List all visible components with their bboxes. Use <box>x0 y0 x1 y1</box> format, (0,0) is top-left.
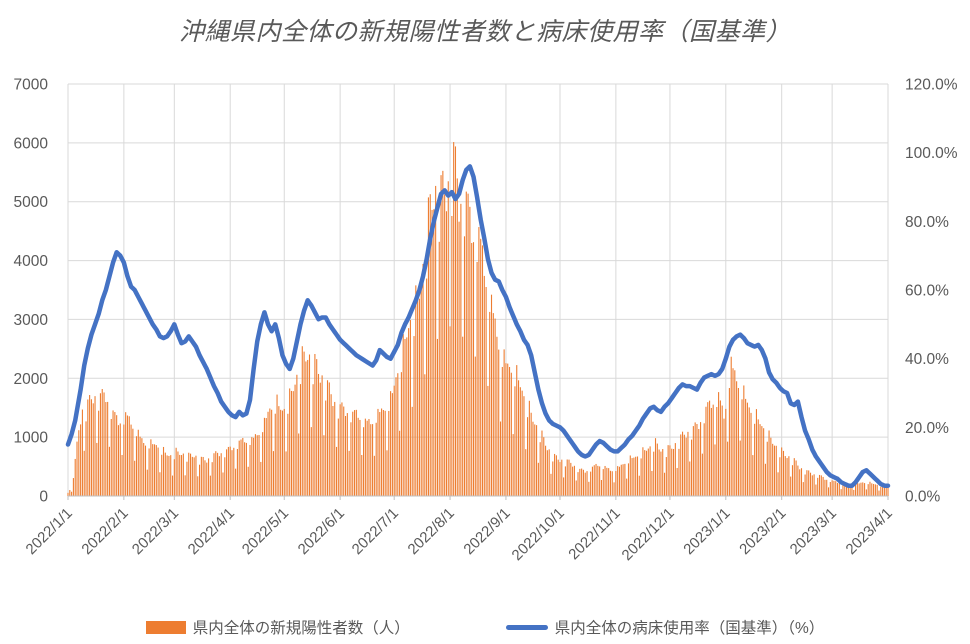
x-axis-tick-label: 2022/3/1 <box>129 505 182 558</box>
x-axis-tick-label: 2022/11/1 <box>565 505 623 563</box>
x-axis-tick-label: 2022/12/1 <box>619 505 678 564</box>
cases-bars <box>67 142 889 497</box>
x-axis-tick-label: 2022/6/1 <box>295 505 348 558</box>
x-axis-tick-label: 2022/8/1 <box>405 505 458 558</box>
h-gridlines <box>68 83 888 497</box>
chart-legend: 県内全体の新規陽性者数（人） 県内全体の病床使用率（国基準）（%） <box>0 616 970 638</box>
combo-chart: 0 1000 2000 3000 4000 5000 6000 7000 0.0% 20.0% 40… <box>14 77 958 565</box>
legend-line-swatch <box>505 624 548 630</box>
right-axis-tick-label: 80.0% <box>905 214 949 231</box>
x-axis-tick-label: 2023/3/1 <box>787 505 840 558</box>
right-axis-tick-label: 60.0% <box>905 283 949 300</box>
x-axis-tick-label: 2023/2/1 <box>736 505 789 558</box>
x-axis-tick-label: 2022/10/1 <box>509 505 568 564</box>
left-axis-tick-label: 6000 <box>14 135 49 152</box>
legend-item-rate: 県内全体の病床使用率（国基準）（%） <box>505 616 825 638</box>
legend-item-cases: 県内全体の新規陽性者数（人） <box>145 616 410 638</box>
chart-title: 沖縄県内全体の新規陽性者数と病床使用率（国基準） <box>178 18 791 46</box>
left-axis-labels: 0 1000 2000 3000 4000 5000 6000 7000 <box>14 77 49 506</box>
x-axis-ticks <box>67 496 889 500</box>
v-gridlines <box>67 84 889 496</box>
left-axis-tick-label: 3000 <box>14 312 49 329</box>
left-axis-tick-label: 4000 <box>14 253 49 270</box>
x-axis-tick-label: 2022/4/1 <box>185 505 238 558</box>
legend-bar-label: 県内全体の新規陽性者数（人） <box>192 620 410 637</box>
legend-line-label: 県内全体の病床使用率（国基準）（%） <box>554 620 825 637</box>
left-axis-tick-label: 1000 <box>14 430 49 447</box>
right-axis-tick-label: 40.0% <box>905 351 949 368</box>
x-axis-tick-label: 2022/7/1 <box>349 505 402 558</box>
left-axis-tick-label: 7000 <box>14 77 49 94</box>
left-axis-tick-label: 0 <box>39 489 48 506</box>
rate-line-group <box>65 164 891 488</box>
x-axis-tick-label: 2023/4/1 <box>843 505 896 558</box>
left-axis-tick-label: 2000 <box>14 371 49 388</box>
left-axis-tick-label: 5000 <box>14 194 49 211</box>
x-axis-tick-label: 2023/1/1 <box>680 505 733 558</box>
right-axis-tick-label: 120.0% <box>905 77 958 94</box>
right-axis-labels: 0.0% 20.0% 40.0% 60.0% 80.0% 100.0% 120.0% <box>905 77 958 506</box>
x-axis-tick-label: 2022/9/1 <box>460 505 513 558</box>
rate-line <box>65 164 891 488</box>
legend-bar-swatch <box>145 620 186 634</box>
x-axis-tick-label: 2022/1/1 <box>23 505 76 558</box>
x-axis-tick-label: 2022/5/1 <box>239 505 292 558</box>
right-axis-tick-label: 20.0% <box>905 420 949 437</box>
right-axis-tick-label: 0.0% <box>905 489 941 506</box>
x-axis-tick-label: 2022/2/1 <box>78 505 131 558</box>
right-axis-tick-label: 100.0% <box>905 145 958 162</box>
